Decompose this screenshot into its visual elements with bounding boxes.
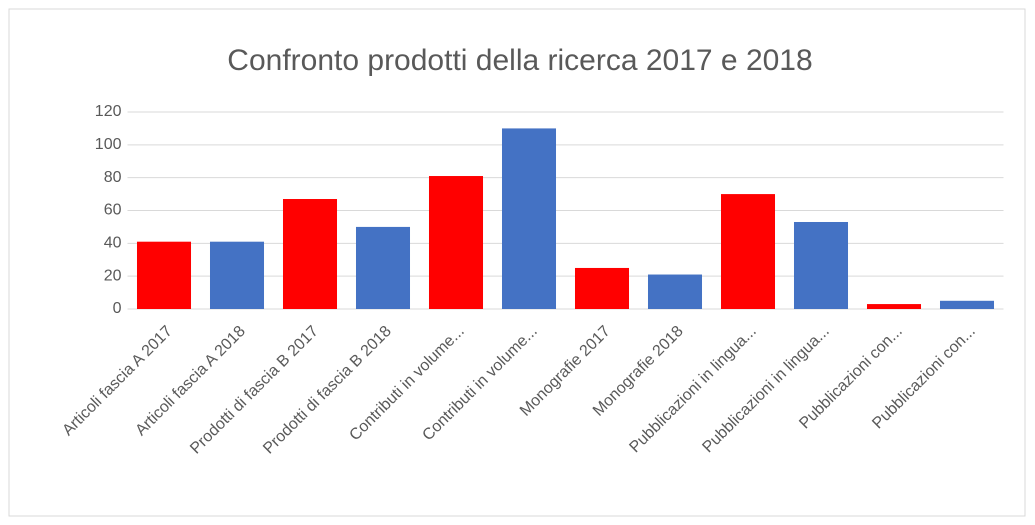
bar bbox=[209, 241, 265, 309]
y-tick-label: 100 bbox=[95, 136, 122, 153]
y-tick-label: 60 bbox=[104, 202, 122, 219]
y-tick-label: 0 bbox=[113, 300, 122, 317]
y-tick-label: 40 bbox=[104, 235, 122, 252]
bar bbox=[647, 274, 703, 309]
bar bbox=[793, 221, 849, 309]
bar bbox=[720, 194, 776, 309]
bar bbox=[501, 128, 557, 309]
y-tick-label: 20 bbox=[104, 267, 122, 284]
bar bbox=[136, 241, 192, 309]
y-tick-label: 120 bbox=[95, 103, 122, 120]
bar bbox=[939, 300, 995, 309]
bar bbox=[574, 267, 630, 309]
y-tick-label: 80 bbox=[104, 169, 122, 186]
bar bbox=[428, 176, 484, 309]
bar bbox=[866, 304, 922, 309]
bar bbox=[282, 199, 338, 309]
bar bbox=[355, 226, 411, 309]
chart-title: Confronto prodotti della ricerca 2017 e … bbox=[227, 44, 812, 77]
